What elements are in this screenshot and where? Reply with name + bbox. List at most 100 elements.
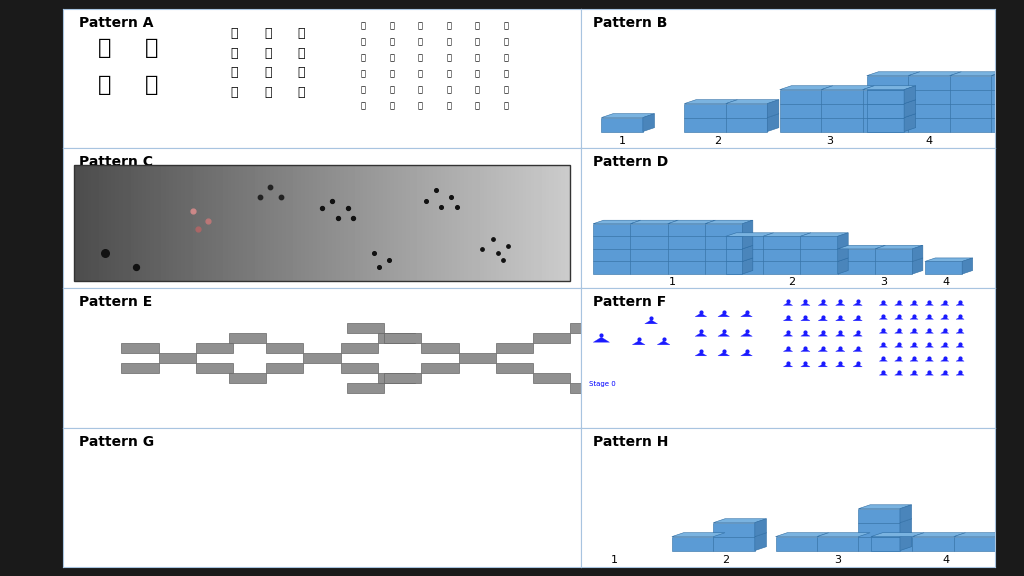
Bar	[122, 343, 159, 353]
Text: 🦆: 🦆	[446, 85, 452, 94]
Polygon shape	[862, 90, 904, 104]
Point	[325, 197, 341, 206]
Polygon shape	[908, 90, 949, 104]
Bar	[534, 333, 570, 343]
Polygon shape	[858, 522, 900, 537]
Text: 🦆: 🦆	[298, 66, 305, 79]
Text: 🦆: 🦆	[264, 27, 271, 40]
Polygon shape	[895, 373, 903, 375]
Polygon shape	[742, 233, 753, 249]
Polygon shape	[801, 262, 838, 274]
Polygon shape	[866, 90, 908, 104]
Text: Pattern D: Pattern D	[593, 156, 669, 169]
Polygon shape	[925, 258, 973, 262]
Text: 🦆: 🦆	[446, 21, 452, 30]
Polygon shape	[818, 318, 827, 321]
Polygon shape	[801, 348, 810, 351]
Polygon shape	[862, 104, 904, 118]
Bar	[229, 373, 266, 383]
Text: 🦆: 🦆	[475, 69, 479, 78]
Text: 🦆: 🦆	[446, 101, 452, 110]
Polygon shape	[954, 533, 1007, 537]
Polygon shape	[895, 359, 903, 361]
Text: 2: 2	[714, 137, 721, 146]
Polygon shape	[718, 333, 729, 336]
Polygon shape	[853, 348, 862, 351]
Polygon shape	[836, 318, 845, 321]
Point	[366, 248, 382, 257]
Polygon shape	[880, 373, 888, 375]
Bar	[347, 323, 384, 333]
Polygon shape	[876, 262, 912, 274]
Text: 🦆: 🦆	[230, 66, 238, 79]
Polygon shape	[853, 302, 862, 305]
Polygon shape	[926, 344, 934, 347]
Text: 🦆: 🦆	[144, 38, 158, 58]
Polygon shape	[910, 344, 919, 347]
Text: 🦆: 🦆	[360, 21, 366, 30]
Text: 🦆: 🦆	[446, 53, 452, 62]
Text: 🦆: 🦆	[503, 53, 508, 62]
Polygon shape	[991, 90, 1024, 104]
Polygon shape	[963, 258, 973, 274]
Polygon shape	[775, 533, 828, 537]
Polygon shape	[941, 331, 949, 334]
Polygon shape	[818, 364, 827, 367]
Polygon shape	[821, 86, 874, 90]
Polygon shape	[991, 72, 1024, 75]
Polygon shape	[876, 245, 923, 249]
Text: Pattern F: Pattern F	[593, 295, 667, 309]
Polygon shape	[858, 537, 900, 551]
Polygon shape	[838, 233, 848, 249]
Point	[340, 204, 356, 213]
Polygon shape	[910, 331, 919, 334]
Polygon shape	[895, 344, 903, 347]
Polygon shape	[991, 104, 1024, 118]
Polygon shape	[910, 303, 919, 305]
Text: 1: 1	[618, 137, 626, 146]
Polygon shape	[742, 245, 753, 262]
Text: Stage 0: Stage 0	[589, 381, 615, 386]
Polygon shape	[714, 519, 766, 522]
Polygon shape	[779, 90, 821, 104]
Polygon shape	[925, 262, 963, 274]
Text: 🦆: 🦆	[475, 53, 479, 62]
Polygon shape	[954, 537, 995, 551]
Polygon shape	[740, 333, 753, 336]
Bar	[421, 343, 459, 353]
Polygon shape	[821, 104, 862, 118]
Polygon shape	[684, 118, 726, 131]
Text: Pattern C: Pattern C	[79, 156, 153, 169]
Polygon shape	[941, 317, 949, 319]
Polygon shape	[801, 334, 810, 336]
Polygon shape	[706, 262, 742, 274]
Text: 3: 3	[880, 278, 887, 287]
Polygon shape	[956, 359, 965, 361]
Polygon shape	[836, 364, 845, 367]
Polygon shape	[601, 118, 643, 131]
Text: 2: 2	[788, 278, 796, 287]
Text: 🦆: 🦆	[360, 69, 366, 78]
Text: 🦆: 🦆	[389, 85, 394, 94]
Point	[449, 202, 465, 211]
Polygon shape	[912, 537, 954, 551]
Point	[262, 183, 279, 192]
Text: 2: 2	[722, 555, 729, 566]
Text: 🦆: 🦆	[503, 101, 508, 110]
Polygon shape	[910, 359, 919, 361]
Bar	[341, 363, 378, 373]
Polygon shape	[910, 373, 919, 375]
Polygon shape	[631, 249, 668, 262]
Text: 🦆: 🦆	[389, 21, 394, 30]
Text: Pattern B: Pattern B	[593, 16, 668, 29]
Bar	[570, 323, 607, 333]
Bar	[266, 343, 303, 353]
Polygon shape	[755, 533, 766, 551]
Bar	[384, 373, 421, 383]
Polygon shape	[684, 100, 737, 104]
Polygon shape	[779, 104, 821, 118]
Polygon shape	[742, 220, 753, 236]
Point	[443, 192, 460, 202]
Polygon shape	[593, 223, 631, 236]
Polygon shape	[668, 249, 706, 262]
